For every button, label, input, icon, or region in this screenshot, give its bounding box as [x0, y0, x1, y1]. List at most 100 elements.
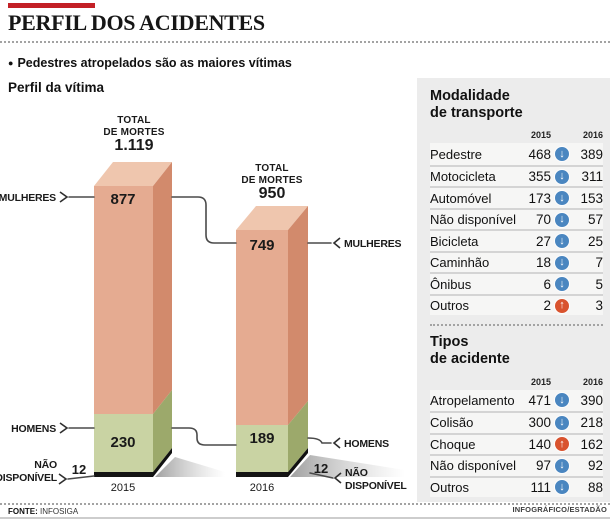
trend-arrow-icon	[554, 457, 570, 474]
table-row: Motocicleta 355 311	[430, 164, 603, 187]
leader-arrow-icon	[333, 472, 342, 484]
row-label: Automóvel	[430, 190, 492, 206]
nao-left-label-line1: NÃO	[34, 458, 57, 471]
leader-arrow-icon	[332, 237, 341, 249]
value-2015: 355	[528, 169, 551, 185]
nao-right-label-line2: DISPONÍVEL	[345, 479, 407, 492]
table-row: Outros 111 88	[430, 475, 603, 498]
value-2015: 27	[535, 233, 551, 249]
mulheres-left-label: MULHERES	[0, 192, 56, 204]
table-accident-title-line1: Tipos	[430, 334, 469, 351]
table-row: Colisão 300 218	[430, 411, 603, 433]
nao-2016-value: 12	[314, 461, 328, 476]
table-row: Atropelamento 471 390	[430, 389, 603, 412]
trend-arrow-icon	[554, 297, 570, 314]
data-panel: Modalidade de transporte 2015 2016 Pedes…	[417, 78, 610, 502]
column-header-2015: 2015	[530, 130, 551, 141]
bar-2015-nao-segment	[94, 472, 153, 477]
value-2016: 3	[595, 298, 603, 314]
value-2016: 153	[580, 190, 603, 206]
table-row: Ônibus 6 5	[430, 272, 603, 294]
value-2015: 111	[530, 479, 551, 495]
value-2015: 18	[535, 255, 551, 271]
row-label: Colisão	[430, 415, 474, 431]
value-2015: 471	[528, 392, 551, 408]
mulheres-connector	[171, 196, 237, 244]
row-label: Outros	[430, 298, 470, 314]
leader-arrow-icon	[59, 422, 69, 434]
trend-arrow-icon	[554, 168, 570, 185]
trend-arrow-icon	[554, 233, 570, 250]
table-accident-title: Tipos de acidente	[430, 334, 603, 367]
homens-2016-value: 189	[249, 430, 274, 447]
value-2016: 311	[581, 169, 603, 185]
value-2016: 88	[587, 479, 603, 495]
dotted-divider	[0, 41, 610, 43]
bar-2015-shadow	[155, 457, 225, 477]
table-row: Não disponível 70 57	[430, 207, 603, 230]
value-2015: 70	[535, 212, 551, 228]
trend-arrow-icon	[554, 276, 570, 293]
total-value-2016: 950	[259, 185, 286, 202]
bar-2015-top-face	[94, 162, 172, 186]
row-label: Pedestre	[430, 146, 483, 162]
value-2015: 173	[528, 190, 551, 206]
bar-2016-mulheres-side	[288, 206, 308, 425]
value-2016: 7	[595, 255, 603, 271]
table-row: Pedestre 468 389	[430, 143, 603, 165]
row-label: Outros	[430, 479, 470, 495]
nao-right-leader	[309, 472, 334, 479]
value-2015: 2	[543, 298, 551, 314]
value-2016: 389	[580, 146, 603, 162]
table-transport-title-line1: Modalidade	[430, 88, 510, 104]
value-2016: 162	[580, 436, 603, 452]
row-label: Bicicleta	[430, 233, 479, 249]
dotted-divider	[0, 503, 610, 505]
bar-2015-mulheres-side	[153, 162, 172, 414]
homens-right-label: HOMENS	[344, 438, 389, 450]
total-label-line2-2015: DE MORTES	[103, 127, 164, 138]
bar-2016-nao-side	[288, 448, 308, 477]
homens-left-label: HOMENS	[11, 423, 56, 435]
value-2016: 218	[580, 415, 603, 431]
value-2015: 6	[543, 276, 551, 292]
page-edge	[0, 517, 610, 519]
row-label: Ônibus	[430, 276, 472, 292]
bar-2016-homens-segment	[236, 425, 288, 472]
homens-connector	[171, 427, 237, 446]
value-2015: 140	[528, 436, 551, 452]
trend-arrow-icon	[554, 436, 570, 453]
headline-text: Pedestres atropelados são as maiores vít…	[17, 56, 292, 70]
table-accident-rows: Atropelamento 471 390 Colisão 300 218 Ch…	[430, 389, 603, 498]
nao-2015-value: 12	[72, 462, 86, 477]
bar-2015-homens-segment	[94, 414, 153, 472]
bar-2016-homens-side	[288, 401, 308, 472]
nao-right-label-line1: NÃO	[345, 466, 368, 479]
value-2015: 300	[528, 415, 551, 431]
trend-arrow-icon	[554, 414, 570, 431]
value-2016: 57	[587, 212, 603, 228]
mulheres-2016-value: 749	[249, 237, 274, 254]
row-label: Motocicleta	[430, 169, 496, 185]
value-2015: 97	[535, 458, 551, 474]
mulheres-2015-value: 877	[110, 191, 135, 208]
homens-right-leader	[307, 437, 332, 444]
bar-2016-top-face	[236, 206, 308, 230]
year-label-2015: 2015	[111, 482, 135, 494]
total-label-line1-2016: TOTAL	[255, 163, 288, 174]
credit-note: INFOGRÁFICO/ESTADÃO	[512, 505, 607, 514]
table-row: Caminhão 18 7	[430, 250, 603, 273]
table-accident-title-line2: de acidente	[430, 351, 510, 368]
row-label: Atropelamento	[430, 392, 515, 408]
value-2015: 468	[528, 146, 551, 162]
row-label: Choque	[430, 436, 476, 452]
table-transport-rows: Pedestre 468 389 Motocicleta 355 311 Aut…	[430, 143, 603, 316]
bar-2015-nao-side	[153, 448, 172, 477]
trend-arrow-icon	[554, 479, 570, 496]
table-row: Choque 140 162	[430, 432, 603, 455]
dotted-divider	[430, 324, 603, 327]
total-label-line1-2015: TOTAL	[117, 115, 150, 126]
table-accident-header: 2015 2016	[430, 368, 603, 389]
page-title: PERFIL DOS ACIDENTES	[8, 10, 265, 35]
